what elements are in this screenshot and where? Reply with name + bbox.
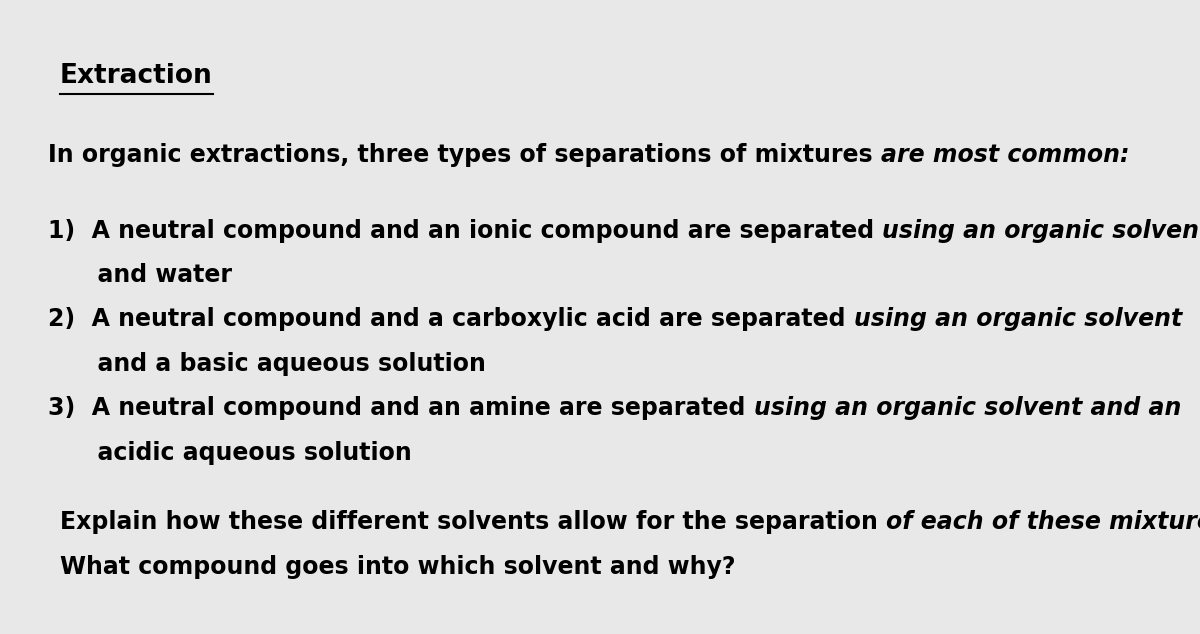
Text: of each of these mixtures.: of each of these mixtures. [886, 510, 1200, 534]
Text: Explain how these different solvents allow for the separation: Explain how these different solvents all… [60, 510, 886, 534]
Text: using an organic solvent: using an organic solvent [853, 307, 1182, 332]
Text: Extraction: Extraction [60, 63, 212, 89]
Text: and water: and water [48, 263, 232, 287]
Text: 2)  A neutral compound and a carboxylic acid are separated: 2) A neutral compound and a carboxylic a… [48, 307, 853, 332]
Text: and a basic aqueous solution: and a basic aqueous solution [48, 352, 486, 376]
Text: What compound goes into which solvent and why?: What compound goes into which solvent an… [60, 555, 736, 579]
Text: are most common:: are most common: [881, 143, 1129, 167]
Text: 3)  A neutral compound and an amine are separated: 3) A neutral compound and an amine are s… [48, 396, 754, 420]
Text: using an organic solvent and an: using an organic solvent and an [754, 396, 1181, 420]
Text: 1)  A neutral compound and an ionic compound are separated: 1) A neutral compound and an ionic compo… [48, 219, 882, 243]
Text: acidic aqueous solution: acidic aqueous solution [48, 441, 412, 465]
Text: using an organic solvent: using an organic solvent [882, 219, 1200, 243]
Text: In organic extractions, three types of separations of mixtures: In organic extractions, three types of s… [48, 143, 881, 167]
